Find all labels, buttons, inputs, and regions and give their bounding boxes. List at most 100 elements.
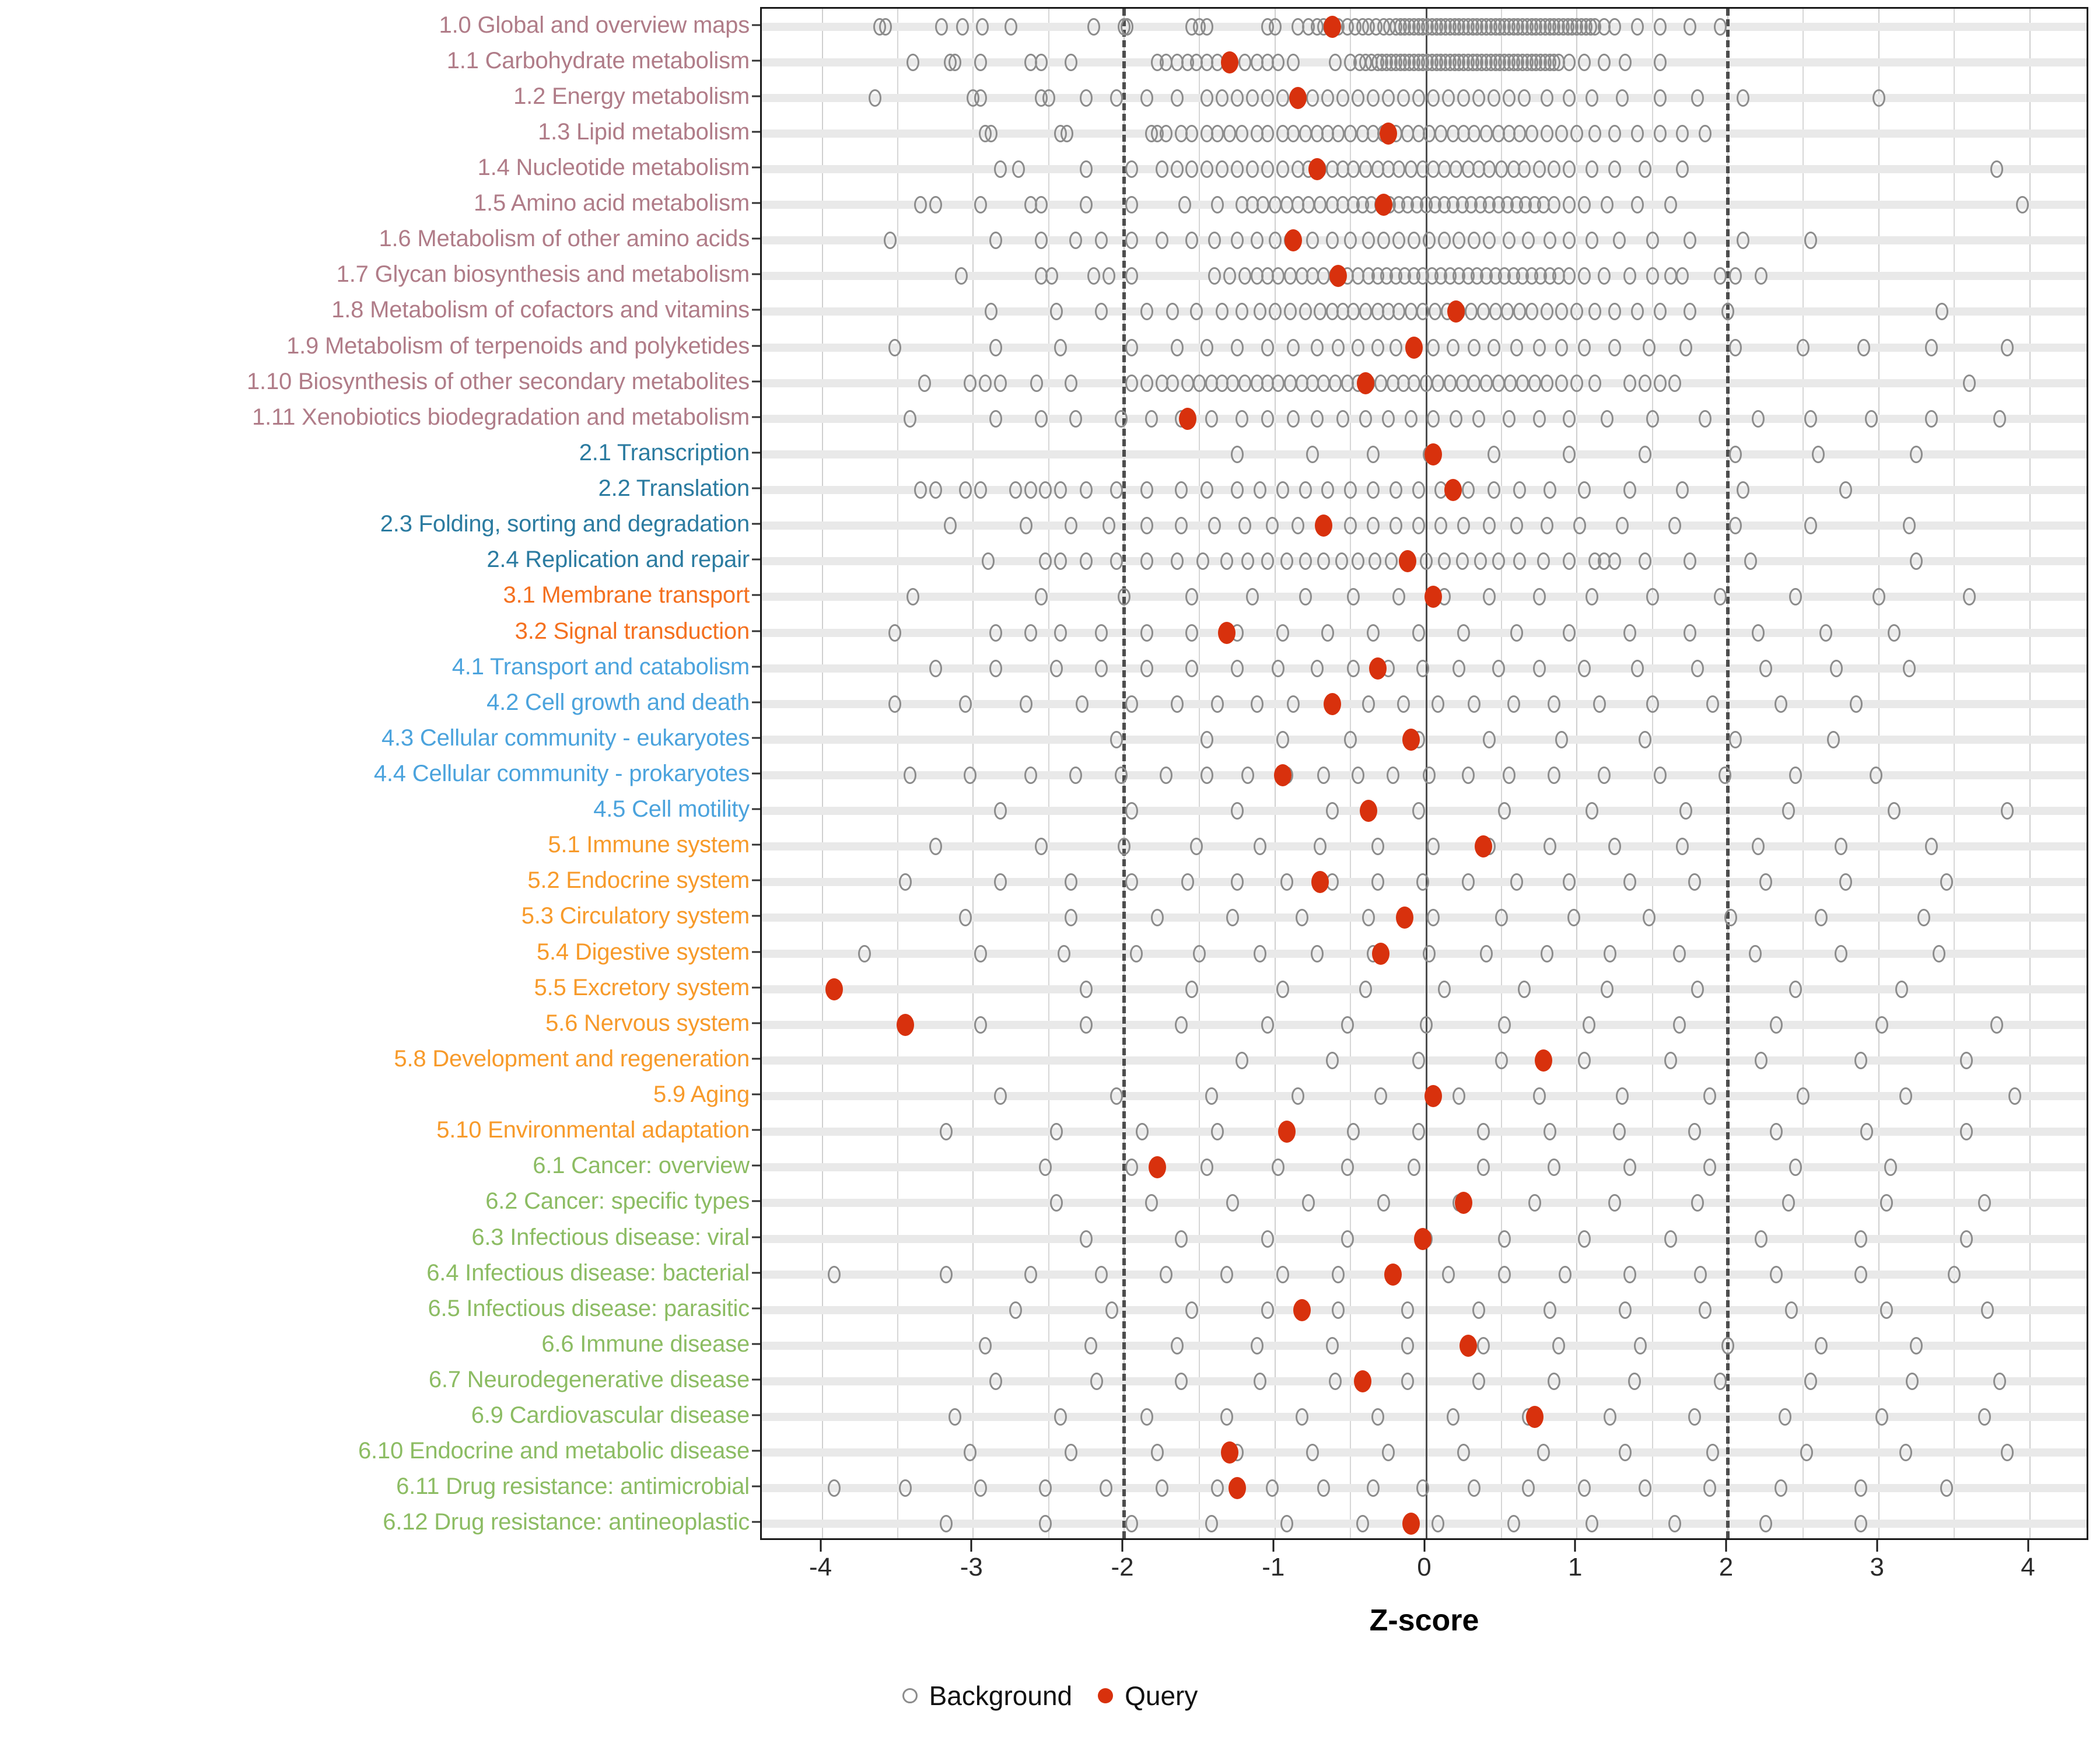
background-point [1623,873,1636,891]
query-point[interactable] [1399,550,1417,573]
background-point [1563,267,1576,285]
query-point[interactable] [1324,15,1342,38]
query-point[interactable] [1402,728,1420,751]
background-point [1389,338,1402,356]
y-axis-label-1.1: 1.1 Carbohydrate metabolism [446,47,750,74]
query-point[interactable] [1535,1049,1553,1072]
background-point [1601,980,1614,998]
query-point[interactable] [1384,1263,1402,1286]
background-point [1664,267,1677,285]
background-point [1555,374,1569,392]
row-band [762,842,2087,851]
y-axis-tick [752,951,760,953]
background-point [2000,338,2014,356]
query-point[interactable] [1311,871,1329,894]
background-point [1211,695,1224,713]
background-point [1612,232,1626,250]
query-point[interactable] [1324,692,1342,715]
background-point [978,374,992,392]
query-point[interactable] [1293,1298,1311,1321]
background-point [1125,196,1138,214]
query-point[interactable] [1525,1406,1544,1429]
background-point [1434,124,1448,142]
query-point[interactable] [1308,158,1326,181]
background-point [1437,980,1451,998]
query-point[interactable] [1314,514,1332,537]
query-point[interactable] [1444,479,1462,502]
background-point [1474,552,1487,570]
query-point[interactable] [1357,372,1374,394]
background-point [1443,374,1457,392]
background-point [1573,517,1587,535]
y-axis-tick [752,1236,760,1238]
background-point [1306,1444,1320,1462]
query-point[interactable] [1284,229,1302,252]
legend-label-query: Query [1125,1681,1198,1711]
background-point [1298,552,1312,570]
background-point [1815,1336,1828,1354]
background-point [888,624,901,642]
background-point [1465,303,1478,321]
background-point [1839,873,1852,891]
background-point [1507,695,1520,713]
background-point [1283,374,1297,392]
query-point[interactable] [896,1013,914,1036]
query-point[interactable] [1368,657,1387,680]
background-point [1261,552,1274,570]
background-point [993,802,1007,820]
background-point [1253,481,1266,499]
background-point [1744,552,1757,570]
background-point [1235,124,1248,142]
query-point[interactable] [1424,586,1443,608]
background-point [1597,766,1611,784]
background-point [1875,1016,1888,1034]
query-point[interactable] [825,978,844,1000]
query-point[interactable] [1178,407,1196,430]
query-point[interactable] [1289,86,1307,109]
background-point [1276,160,1289,178]
background-point [1371,338,1384,356]
query-point[interactable] [1353,1370,1371,1392]
query-point[interactable] [1396,907,1414,929]
query-point[interactable] [1424,1085,1443,1108]
y-axis-tick [752,594,760,596]
query-point[interactable] [1329,265,1348,288]
background-point [1347,303,1360,321]
query-point[interactable] [1273,764,1292,786]
background-point [1377,232,1391,250]
query-point[interactable] [1474,835,1492,858]
x-axis-tick-label: -2 [1111,1553,1134,1581]
background-point [1522,1479,1535,1497]
background-point [1140,517,1153,535]
background-point [1540,124,1553,142]
background-point [1170,89,1184,107]
query-point[interactable] [1424,443,1443,466]
query-point[interactable] [1402,1513,1420,1535]
query-point[interactable] [1371,942,1390,965]
background-point [1638,552,1651,570]
background-point [1608,1194,1621,1212]
background-point [1205,410,1219,428]
query-point[interactable] [1414,1227,1432,1250]
query-point[interactable] [1148,1156,1166,1179]
query-point[interactable] [1459,1334,1477,1357]
background-point [1522,232,1535,250]
background-point [1352,766,1365,784]
query-point[interactable] [1447,300,1465,323]
background-point [1548,766,1561,784]
query-point[interactable] [1217,621,1236,644]
query-point[interactable] [1360,800,1378,822]
query-point[interactable] [1228,1477,1247,1500]
background-point [1588,374,1602,392]
query-point[interactable] [1375,194,1393,216]
query-point[interactable] [1455,1192,1473,1214]
query-point[interactable] [1405,336,1423,359]
background-point [1532,1087,1546,1105]
query-point[interactable] [1278,1121,1296,1143]
background-point [1714,267,1727,285]
query-point[interactable] [1221,51,1239,74]
background-point [1502,232,1516,250]
query-point[interactable] [1379,122,1397,145]
query-point[interactable] [1221,1441,1239,1464]
background-point [2008,1087,2021,1105]
